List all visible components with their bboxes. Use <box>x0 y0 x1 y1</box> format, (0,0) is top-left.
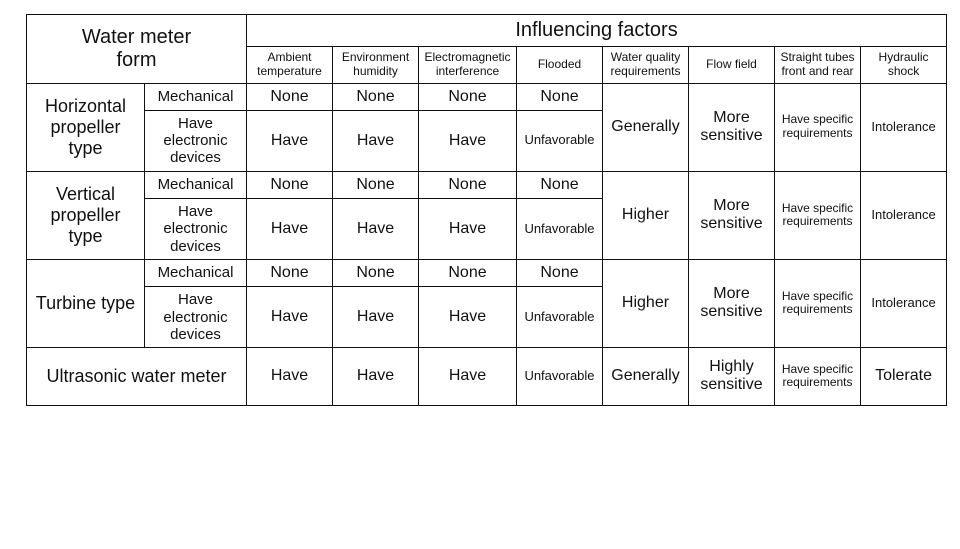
col-water-quality: Water quality requirements <box>603 47 689 84</box>
cell-straight-tubes: Have specific requirements <box>775 83 861 171</box>
variant-mechanical: Mechanical <box>145 83 247 110</box>
variant-electronic: Have electronic devices <box>145 287 247 348</box>
form-ultrasonic: Ultrasonic water meter <box>27 348 247 406</box>
col-flow-field: Flow field <box>689 47 775 84</box>
col-ambient-temp: Ambient temperature <box>247 47 333 84</box>
cell-straight-tubes: Have specific requirements <box>775 259 861 347</box>
col-env-humidity: Environment humidity <box>333 47 419 84</box>
cell: None <box>247 259 333 286</box>
cell-flow-field: More sensitive <box>689 171 775 259</box>
cell: None <box>419 171 517 198</box>
table-row: Horizontal propeller type Mechanical Non… <box>27 83 947 110</box>
cell: None <box>333 171 419 198</box>
header-form: Water meterform <box>27 15 247 84</box>
cell: Have <box>247 199 333 260</box>
cell: Have <box>333 110 419 171</box>
form-turbine: Turbine type <box>27 259 145 347</box>
cell-water-quality: Generally <box>603 348 689 406</box>
cell: Have <box>419 287 517 348</box>
cell-hydraulic: Tolerate <box>861 348 947 406</box>
variant-electronic: Have electronic devices <box>145 199 247 260</box>
cell: Have <box>247 348 333 406</box>
cell: None <box>419 259 517 286</box>
cell: Have <box>247 287 333 348</box>
cell: None <box>419 83 517 110</box>
cell: None <box>517 259 603 286</box>
table-container: Water meterform Influencing factors Ambi… <box>0 0 960 420</box>
cell-hydraulic: Intolerance <box>861 259 947 347</box>
variant-mechanical: Mechanical <box>145 171 247 198</box>
cell: None <box>517 171 603 198</box>
cell: Have <box>419 348 517 406</box>
cell: Unfavorable <box>517 110 603 171</box>
cell-straight-tubes: Have specific requirements <box>775 348 861 406</box>
cell: None <box>517 83 603 110</box>
cell-water-quality: Generally <box>603 83 689 171</box>
table-row: Ultrasonic water meter Have Have Have Un… <box>27 348 947 406</box>
table-row: Turbine type Mechanical None None None N… <box>27 259 947 286</box>
col-flooded: Flooded <box>517 47 603 84</box>
cell-straight-tubes: Have specific requirements <box>775 171 861 259</box>
cell-hydraulic: Intolerance <box>861 171 947 259</box>
col-em-interference: Electromagnetic interference <box>419 47 517 84</box>
cell: Have <box>333 348 419 406</box>
cell: Unfavorable <box>517 199 603 260</box>
cell: Have <box>419 110 517 171</box>
cell-hydraulic: Intolerance <box>861 83 947 171</box>
variant-mechanical: Mechanical <box>145 259 247 286</box>
cell: None <box>247 83 333 110</box>
form-horizontal: Horizontal propeller type <box>27 83 145 171</box>
col-straight-tubes: Straight tubes front and rear <box>775 47 861 84</box>
cell-water-quality: Higher <box>603 171 689 259</box>
cell: None <box>247 171 333 198</box>
cell-flow-field: More sensitive <box>689 259 775 347</box>
table-row: Vertical propeller type Mechanical None … <box>27 171 947 198</box>
water-meter-table: Water meterform Influencing factors Ambi… <box>26 14 947 406</box>
table-header-row: Water meterform Influencing factors <box>27 15 947 47</box>
cell-flow-field: Highly sensitive <box>689 348 775 406</box>
cell-water-quality: Higher <box>603 259 689 347</box>
cell: None <box>333 83 419 110</box>
variant-electronic: Have electronic devices <box>145 110 247 171</box>
cell: Have <box>247 110 333 171</box>
col-hydraulic-shock: Hydraulic shock <box>861 47 947 84</box>
cell: Have <box>333 287 419 348</box>
cell: Have <box>419 199 517 260</box>
cell-flow-field: More sensitive <box>689 83 775 171</box>
cell: Unfavorable <box>517 287 603 348</box>
cell: None <box>333 259 419 286</box>
header-factors: Influencing factors <box>247 15 947 47</box>
cell: Unfavorable <box>517 348 603 406</box>
form-vertical: Vertical propeller type <box>27 171 145 259</box>
cell: Have <box>333 199 419 260</box>
